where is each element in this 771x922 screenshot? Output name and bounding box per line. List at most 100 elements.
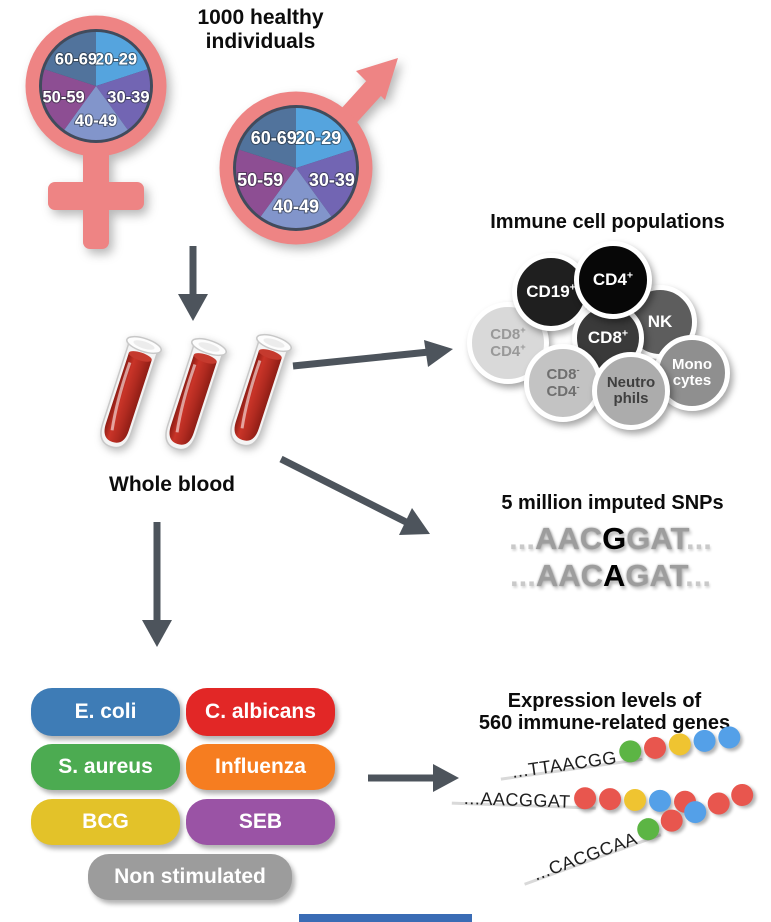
female-cross: [48, 148, 144, 249]
male-ring: [219, 91, 373, 245]
age-slice-label: 60-69: [55, 50, 97, 68]
age-slice-label: 30-39: [107, 89, 149, 107]
gene-row-1: ...TTAACGG: [500, 725, 742, 783]
arrowhead-icon: [424, 340, 453, 367]
age-slice-label: 20-29: [295, 128, 341, 148]
arrowhead-icon: [399, 508, 430, 535]
age-slice-20-29: [296, 107, 354, 168]
snp-sequence-text: GAT: [625, 558, 686, 593]
male-arrow: [337, 58, 398, 128]
cohort-title: 1000 healthy individuals: [163, 6, 358, 53]
snp-sequence-text: GAT: [626, 521, 686, 556]
snp-variant-allele: G: [602, 521, 627, 556]
gene-sequence-text: ...TTAACGG: [510, 746, 618, 782]
arrowhead-icon: [433, 764, 459, 792]
cell-circle-neutrophils: Neutro phils: [592, 352, 670, 430]
stimulus-e-coli: E. coli: [31, 688, 180, 736]
age-slice-60-69: [238, 108, 296, 168]
snp-variant-allele: A: [603, 558, 626, 593]
cell-label: CD8+: [587, 327, 629, 348]
stimulus-label: E. coli: [74, 700, 137, 723]
age-slice-60-69: [44, 31, 96, 86]
gene-sequence-text: ...AACGGAT: [463, 787, 571, 812]
cropped-next-panel-strip: [299, 914, 472, 922]
expression-dot-blue: [648, 789, 672, 813]
snps-title: 5 million imputed SNPs: [501, 492, 724, 514]
age-pie-female: 20-29 30-39 40-49 50-59 60-69: [41, 31, 151, 140]
immune-populations-title: Immune cell populations: [490, 211, 725, 233]
cell-label: CD4+: [592, 269, 634, 290]
stimulus-non-stimulated: Non stimulated: [88, 854, 292, 900]
snp-sequence-text: AAC: [535, 558, 604, 593]
stimulus-bcg: BCG: [31, 799, 180, 845]
stimulus-label: Non stimulated: [114, 865, 266, 888]
stimulus-seb: SEB: [186, 799, 335, 845]
expression-dot-yellow: [623, 788, 647, 812]
arrowhead-icon: [178, 294, 208, 321]
cell-label: CD8+ CD4+: [490, 325, 526, 360]
age-slice-label: 40-49: [75, 112, 117, 130]
snp-sequence-text: ...: [510, 558, 536, 593]
age-slice-label: 50-59: [237, 170, 283, 190]
female-symbol-icon: 20-29 30-39 40-49 50-59 60-69: [25, 15, 167, 249]
whole-blood-label: Whole blood: [109, 473, 235, 496]
cell-label: CD19+: [526, 281, 576, 302]
stimulus-s-aureus: S. aureus: [31, 744, 180, 790]
age-slice-30-39: [96, 69, 151, 130]
cohort-title-line2: individuals: [205, 29, 316, 53]
expression-dot-red: [728, 780, 757, 810]
stimulus-label: Influenza: [214, 755, 306, 778]
snp-sequence-text: ...: [509, 521, 535, 556]
age-slice-label: 60-69: [251, 128, 297, 148]
expression-dot-red: [598, 787, 622, 811]
gene-sequence-text: ...CACGCAA: [530, 827, 640, 884]
age-slice-label: 30-39: [309, 170, 355, 190]
snp-sequences: ...AACGGAT... ...AACAGAT...: [448, 520, 771, 594]
stimulus-c-albicans: C. albicans: [186, 688, 335, 736]
cell-label: Mono cytes: [672, 356, 712, 389]
expression-dot-blue: [716, 725, 742, 750]
cell-label: NK: [647, 312, 673, 332]
blood-tube: [222, 330, 295, 452]
expression-dot-red: [642, 735, 668, 761]
expression-title-line1: Expression levels of: [507, 690, 702, 712]
age-slice-label: 40-49: [273, 196, 319, 216]
blood-tubes-icon: [92, 330, 295, 456]
stimulus-label: SEB: [238, 810, 283, 833]
expression-dot-green: [634, 815, 663, 844]
cell-circle-monocytes: Mono cytes: [654, 335, 730, 411]
age-slice-label: 50-59: [42, 89, 84, 107]
cell-label: CD8- CD4-: [546, 365, 580, 400]
arrowhead-icon: [142, 620, 172, 647]
expression-dot-yellow: [667, 732, 692, 757]
age-slice-20-29: [96, 31, 148, 86]
expression-dot-red: [704, 789, 733, 818]
stimulus-label: S. aureus: [58, 755, 153, 778]
age-slice-40-49: [64, 86, 128, 140]
cell-label: Neutro phils: [606, 374, 656, 407]
age-slice-40-49: [260, 168, 332, 228]
cell-circle-cd8cd4: CD8- CD4-: [524, 344, 602, 422]
cohort-title-line1: 1000 healthy: [197, 6, 324, 29]
blood-tube: [157, 333, 230, 456]
age-slice-30-39: [296, 149, 357, 217]
stimulus-influenza: Influenza: [186, 744, 335, 790]
age-pie-male: 20-29 30-39 40-49 50-59 60-69: [235, 107, 357, 228]
stimulus-label: BCG: [82, 810, 129, 833]
snp-sequence-row-2: ...AACAGAT...: [448, 557, 771, 594]
expression-title: Expression levels of 560 immune-related …: [438, 690, 771, 735]
expression-dot-blue: [691, 728, 717, 754]
age-slice-50-59: [235, 149, 296, 217]
stimulus-label: C. albicans: [205, 700, 316, 723]
male-symbol-icon: 20-29 30-39 40-49 50-59 60-69: [219, 58, 398, 245]
snp-sequence-row-1: ...AACGGAT...: [448, 520, 771, 557]
snp-sequence-text: AAC: [535, 521, 603, 556]
cell-circle-cd4: CD4+: [574, 241, 652, 319]
female-ring: [25, 15, 167, 157]
age-slice-label: 20-29: [95, 50, 137, 68]
gene-row-2: ...AACGGAT: [451, 786, 697, 817]
snp-sequence-text: ...: [685, 558, 711, 593]
blood-tube: [92, 331, 165, 454]
snp-sequence-text: ...: [686, 521, 712, 556]
